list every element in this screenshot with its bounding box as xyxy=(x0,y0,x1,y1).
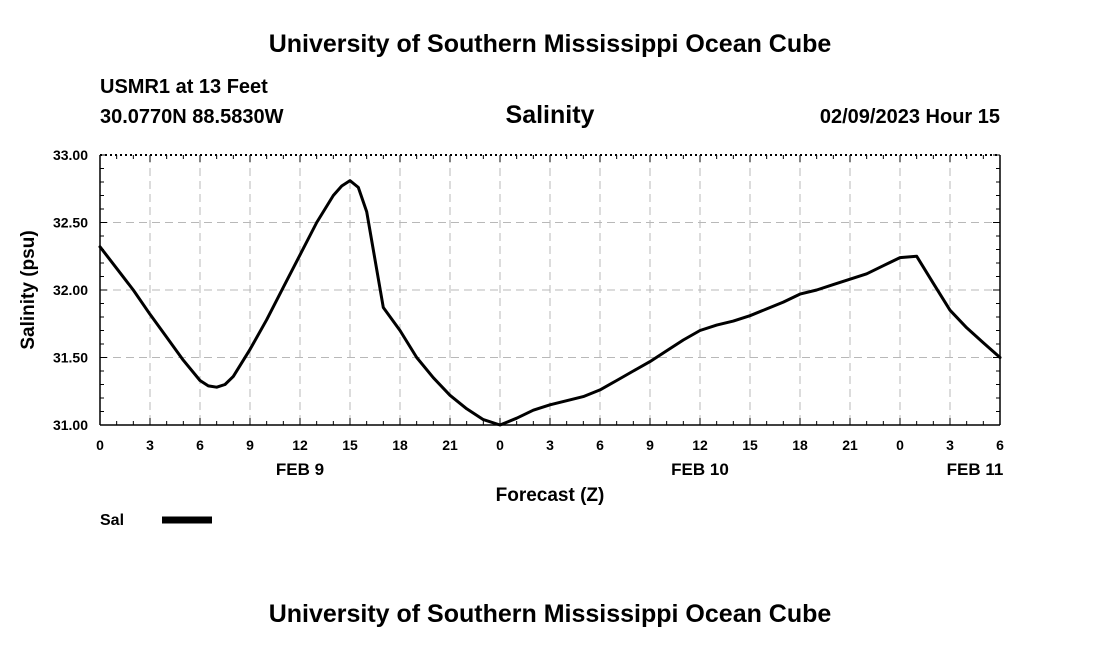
x-tick-label: 18 xyxy=(792,437,808,453)
station-coordinates: 30.0770N 88.5830W xyxy=(100,106,284,128)
x-tick-label: 3 xyxy=(146,437,154,453)
x-tick-label: 9 xyxy=(246,437,254,453)
x-tick-label: 0 xyxy=(496,437,504,453)
x-tick-label: 21 xyxy=(442,437,458,453)
y-tick-label: 31.00 xyxy=(53,417,88,433)
x-tick-label: 3 xyxy=(946,437,954,453)
x-tick-label: 0 xyxy=(96,437,104,453)
station-label: USMR1 at 13 Feet xyxy=(100,76,268,98)
x-day-label: FEB 11 xyxy=(947,460,1004,479)
x-tick-label: 15 xyxy=(342,437,358,453)
x-tick-label: 6 xyxy=(196,437,204,453)
x-tick-label: 3 xyxy=(546,437,554,453)
y-tick-label: 32.50 xyxy=(53,215,88,231)
y-tick-label: 33.00 xyxy=(53,147,88,163)
x-day-label: FEB 10 xyxy=(671,460,729,479)
legend-label: Sal xyxy=(100,512,124,529)
y-tick-label: 31.50 xyxy=(53,350,88,366)
x-tick-label: 12 xyxy=(292,437,308,453)
x-tick-label: 15 xyxy=(742,437,758,453)
variable-title: Salinity xyxy=(505,101,595,129)
series-line-sal xyxy=(98,179,1002,427)
x-tick-label: 9 xyxy=(646,437,654,453)
x-tick-label: 0 xyxy=(896,437,904,453)
x-axis-label: Forecast (Z) xyxy=(496,485,605,506)
x-day-label: FEB 9 xyxy=(276,460,324,479)
y-axis-label: Salinity (psu) xyxy=(18,230,39,349)
x-tick-label: 12 xyxy=(692,437,708,453)
x-tick-label: 18 xyxy=(392,437,408,453)
y-tick-label: 32.00 xyxy=(53,282,88,298)
forecast-datestamp: 02/09/2023 Hour 15 xyxy=(819,106,1000,128)
chart-title: University of Southern Mississippi Ocean… xyxy=(268,30,832,58)
x-tick-label: 21 xyxy=(842,437,858,453)
x-tick-label: 6 xyxy=(996,437,1004,453)
footer-title: University of Southern Mississippi Ocean… xyxy=(268,600,832,628)
x-tick-label: 6 xyxy=(596,437,604,453)
